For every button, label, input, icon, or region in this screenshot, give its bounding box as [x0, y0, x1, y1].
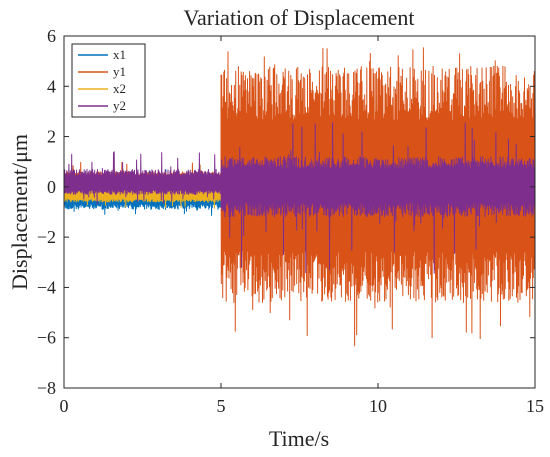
- legend: x1 y1 x2 y2: [71, 43, 146, 118]
- series-layer: [64, 47, 535, 347]
- series-line-y2: [64, 122, 535, 274]
- y-axis: −8 −6 −4 −2 0 2 4 6: [37, 26, 535, 398]
- y-axis-label: Displacement/μm: [7, 134, 32, 290]
- legend-label-x1: x1: [113, 47, 126, 62]
- x-tick-label: 0: [60, 396, 69, 416]
- plot-area-border: [63, 35, 536, 389]
- y-tick-label: −4: [37, 277, 56, 297]
- legend-label-y1: y1: [113, 64, 126, 79]
- y-tick-label: −6: [37, 328, 56, 348]
- legend-box: [71, 43, 146, 118]
- x-tick-label: 15: [526, 396, 544, 416]
- y-tick-label: 6: [47, 26, 56, 46]
- y-tick-label: 0: [47, 177, 56, 197]
- y-tick-label: 4: [47, 76, 56, 96]
- legend-label-x2: x2: [113, 81, 126, 96]
- x-axis: 0 5 10 15: [60, 36, 544, 416]
- series-line-x2: [64, 179, 222, 209]
- y-tick-label: 2: [47, 127, 56, 147]
- chart-title: Variation of Displacement: [184, 5, 415, 30]
- x-tick-label: 10: [369, 396, 387, 416]
- y-tick-label: −8: [37, 378, 56, 398]
- x-tick-label: 5: [217, 396, 226, 416]
- series-line-x1: [64, 169, 222, 216]
- legend-label-y2: y2: [113, 98, 126, 113]
- x-axis-label: Time/s: [269, 426, 329, 451]
- y-tick-label: −2: [37, 227, 56, 247]
